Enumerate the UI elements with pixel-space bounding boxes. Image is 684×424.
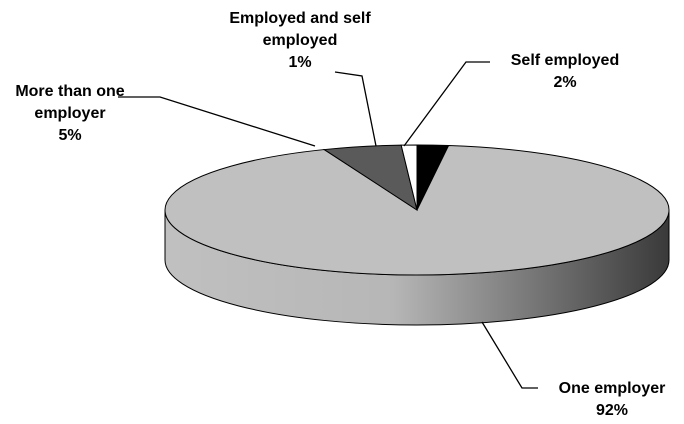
- leader-line: [334, 71, 377, 147]
- value-label: 5%: [58, 127, 82, 144]
- value-label: 2%: [553, 74, 577, 91]
- top-layer: [164, 144, 670, 276]
- category-label: Employed and self employed: [229, 10, 371, 49]
- category-label: One employer: [558, 380, 666, 397]
- slice-label: Employed and self employed 1%: [215, 8, 385, 74]
- slice-label: Self employed 2%: [500, 50, 630, 94]
- slice-label: More than one employer 5%: [0, 81, 140, 147]
- leader-line: [403, 61, 490, 147]
- leader-line: [481, 321, 538, 389]
- value-label: 92%: [595, 402, 629, 419]
- slice: [400, 144, 418, 211]
- leader-line: [118, 96, 316, 147]
- slice-side-shade: [165, 210, 669, 325]
- category-label: More than one employer: [15, 83, 125, 122]
- value-label: 1%: [288, 54, 312, 71]
- category-label: Self employed: [510, 52, 620, 69]
- slice-label: One employer 92%: [537, 378, 684, 422]
